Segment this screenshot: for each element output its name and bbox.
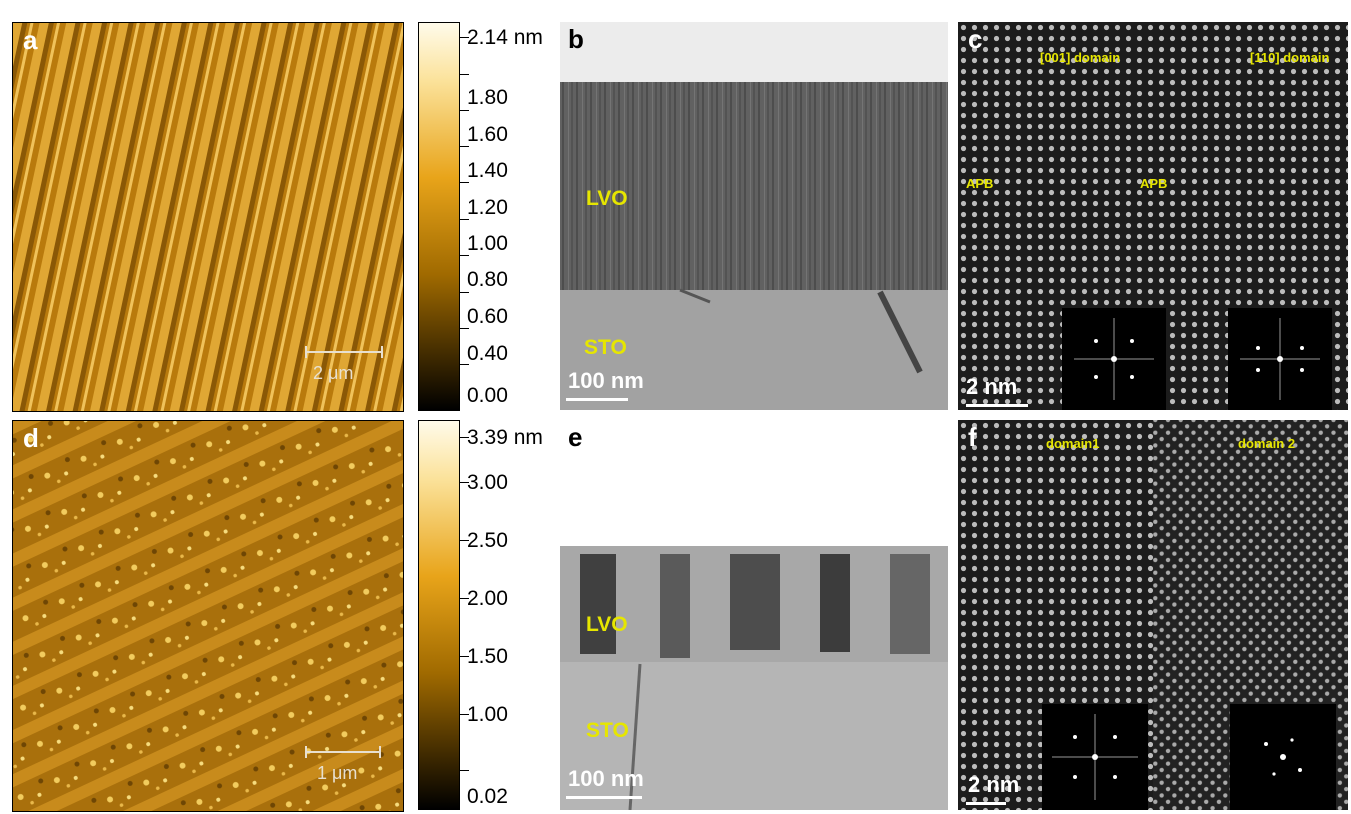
layer-label-sto-e: STO	[586, 719, 629, 742]
panel-c-hrtem-image: c [001] domain [110] domain APB APB 2 nm	[958, 22, 1348, 410]
colorbar-bottom-tick: 2.00	[467, 587, 508, 610]
apb-label-c-left: APB	[966, 176, 994, 191]
colorbar-top-tick: 0.40	[467, 342, 508, 365]
colorbar-bottom-tick: 3.00	[467, 471, 508, 494]
colorbar-bottom	[418, 420, 460, 810]
panel-f-hrtem-image: f domain1 domain 2 2 nm	[958, 420, 1348, 810]
domain-label-c-right: [110] domain	[1250, 50, 1330, 65]
scale-bar-b-text: 100 nm	[568, 368, 644, 393]
scale-bar-e-text: 100 nm	[568, 766, 644, 791]
colorbar-top-ticks: 2.14 nm 1.80 1.60 1.40 1.20 1.00 0.80 0.…	[459, 22, 559, 409]
layer-label-lvo-e: LVO	[586, 613, 628, 636]
layer-label-sto-b: STO	[584, 336, 627, 359]
domain-label-f-left: domain1	[1046, 436, 1100, 451]
colorbar-top-tick: 1.80	[467, 86, 508, 109]
panel-e-tem-image: e LVO STO 100 nm	[560, 420, 948, 810]
colorbar-bottom-tick: 1.00	[467, 703, 508, 726]
panel-label-c: c	[968, 24, 983, 54]
scale-bar-d-text: 1 μm	[317, 763, 358, 783]
domain-label-c-left: [001] domain	[1040, 50, 1121, 65]
tem-b-texture	[560, 22, 948, 410]
scale-bar-a-text: 2 μm	[313, 363, 354, 383]
panel-b-tem-image: b LVO STO 100 nm	[560, 22, 948, 410]
apb-label-c-right: APB	[1140, 176, 1168, 191]
colorbar-bottom-tick: 0.02	[467, 785, 508, 808]
colorbar-top-tick: 1.40	[467, 159, 508, 182]
colorbar-bottom-tick: 1.50	[467, 645, 508, 668]
colorbar-top	[418, 22, 460, 411]
scale-bar-f-text: 2 nm	[968, 772, 1020, 797]
panel-d-afm-image: d 1 μm	[12, 420, 404, 812]
domain-label-f-right: domain 2	[1238, 436, 1296, 451]
fft-inset-f-right	[1230, 704, 1336, 810]
tem-e-texture	[560, 420, 948, 810]
fft-inset-c-right	[1228, 308, 1332, 410]
colorbar-top-tick: 0.00	[467, 384, 508, 407]
fft-inset-f-left	[1042, 704, 1148, 810]
panel-label-a: a	[23, 25, 38, 55]
colorbar-top-tick: 2.14 nm	[467, 26, 543, 49]
panel-label-f: f	[968, 422, 977, 452]
layer-label-lvo-b: LVO	[586, 187, 628, 210]
fft-inset-c-left	[1062, 308, 1166, 410]
colorbar-bottom-tick: 3.39 nm	[467, 426, 543, 449]
colorbar-bottom-tick: 2.50	[467, 529, 508, 552]
colorbar-top-tick: 0.80	[467, 268, 508, 291]
panel-a-afm-image: a 2 μm	[12, 22, 404, 412]
panel-label-b: b	[568, 24, 584, 54]
colorbar-top-tick: 1.60	[467, 123, 508, 146]
panel-label-d: d	[23, 423, 39, 453]
colorbar-bottom-ticks: 3.39 nm 3.00 2.50 2.00 1.50 1.00 0.02	[459, 420, 559, 808]
colorbar-top-tick: 1.00	[467, 232, 508, 255]
scale-bar-c-text: 2 nm	[966, 374, 1018, 399]
panel-label-e: e	[568, 422, 583, 452]
colorbar-top-tick: 1.20	[467, 196, 508, 219]
colorbar-top-tick: 0.60	[467, 305, 508, 328]
afm-stripes-texture	[13, 23, 403, 411]
afm-speckle-texture	[13, 421, 403, 811]
